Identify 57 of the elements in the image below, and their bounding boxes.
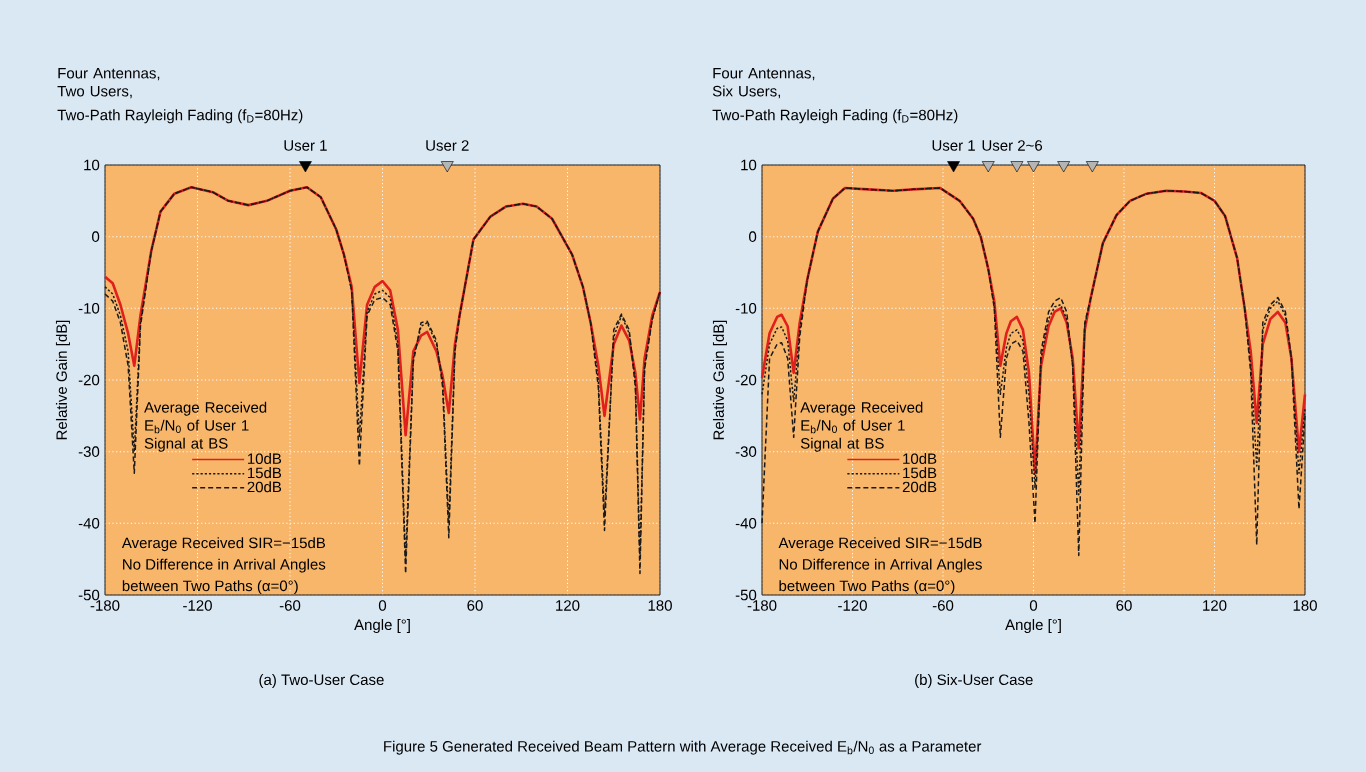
x-tick-label: 60	[1116, 600, 1132, 611]
x-tick-label: -120	[183, 600, 212, 611]
legend-label: 20dB	[247, 481, 282, 493]
x-axis-title: Angle [°]	[1005, 619, 1061, 633]
x-tick-label: 180	[1293, 600, 1317, 611]
y-axis-title: Relative Gain [dB]	[55, 320, 70, 440]
text: (b) Six-User Case	[915, 674, 1033, 688]
annotation: Average Received SIR=−15dB	[778, 537, 982, 552]
x-tick-label: -60	[932, 600, 954, 611]
y-axis-title: Relative Gain [dB]	[712, 320, 727, 440]
annotation: between Two Paths (α=0°)	[779, 580, 955, 595]
x-tick-label: -120	[838, 600, 867, 611]
x-axis-title: Angle [°]	[354, 619, 410, 633]
text: (a) Two-User Case	[259, 674, 384, 688]
legend-label: 15dB	[903, 467, 937, 479]
y-tick-label: -20	[78, 374, 100, 386]
annotation: No Difference in Arrival Angles	[123, 558, 326, 573]
chart-subtitle: Two-Path Rayleigh Fading (f$_{D}$=80Hz)	[712, 109, 958, 124]
series-label: User 2~6	[982, 140, 1043, 151]
y-tick-label: -40	[735, 518, 757, 529]
legend-label: 10dB	[903, 453, 937, 465]
x-tick-label: 120	[1203, 600, 1227, 611]
y-tick-label: -50	[78, 589, 100, 601]
legend-title: Average Received E$_{b}$/N$_{0}$ of User 1 Signal at BS	[800, 401, 923, 452]
legend-label: 15dB	[247, 467, 282, 479]
x-tick-label: 0	[378, 600, 387, 611]
x-tick-label: -180	[747, 600, 777, 611]
y-tick-label: -10	[735, 303, 757, 314]
x-tick-label: 120	[556, 600, 580, 611]
x-tick-label: 180	[648, 600, 672, 611]
y-tick-label: -30	[735, 446, 757, 457]
series-label: User 1	[284, 140, 327, 151]
annotation: Average Received SIR=−15dB	[121, 537, 326, 552]
y-tick-label: -10	[78, 303, 100, 314]
series-label: User 2	[426, 140, 469, 151]
x-tick-label: -180	[90, 600, 120, 611]
y-tick-label: 10	[741, 159, 757, 171]
legend-label: 20dB	[902, 481, 937, 493]
x-tick-label: -60	[279, 600, 301, 611]
chart-subtitle: Two-Path Rayleigh Fading (f$_{D}$=80Hz)	[57, 109, 303, 124]
y-tick-label: -20	[735, 374, 757, 386]
y-tick-label: 0	[749, 231, 757, 242]
y-tick-label: 10	[84, 159, 100, 171]
series-label: User 1	[932, 140, 975, 151]
y-tick-label: -40	[78, 518, 100, 529]
annotation: No Difference in Arrival Angles	[779, 558, 982, 573]
y-tick-label: -50	[735, 589, 757, 601]
chart-title: Four Antennas, Six Users,	[712, 68, 815, 99]
legend-label: 10dB	[247, 453, 282, 465]
caption: Figure 5 Generated Received Beam Pattern with Average Received E$_{b}$/N$_{0}$ as a Parameter	[384, 740, 982, 755]
x-tick-label: 60	[467, 600, 483, 611]
legend-title: Average Received E$_{b}$/N$_{0}$ of User 1 Signal at BS	[144, 401, 267, 452]
y-tick-label: -30	[78, 446, 100, 457]
annotation: between Two Paths (α=0°)	[122, 580, 298, 595]
x-tick-label: 0	[1029, 600, 1038, 611]
y-tick-label: 0	[92, 231, 100, 242]
chart-title: Four Antennas, Two Users,	[57, 68, 160, 99]
